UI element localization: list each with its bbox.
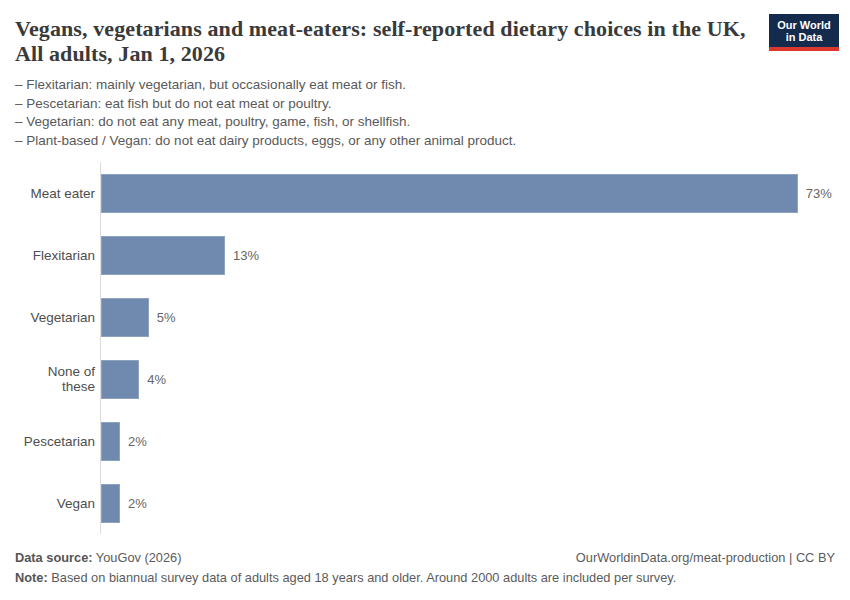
category-label: Flexitarian [15,248,95,263]
chart-row: Meat eater 73% [15,162,835,224]
subtitle-line-vegan: – Plant-based / Vegan: do not eat dairy … [15,132,835,151]
subtitle-line-pescetarian: – Pescetarian: eat fish but do not eat m… [15,95,835,114]
value-label: 2% [128,434,147,449]
subtitle-line-flexitarian: – Flexitarian: mainly vegetarian, but oc… [15,76,835,95]
chart-rows: Meat eater 73% Flexitarian 13% Vegetarian 5% N… [15,162,835,534]
note-value: Based on biannual survey data of adults … [48,570,677,585]
owid-logo-line2: in Data [773,31,835,43]
bar-track: 4% [100,348,835,410]
subtitle-line-vegetarian: – Vegetarian: do not eat any meat, poult… [15,113,835,132]
chart-footer: Data source: YouGov (2026) OurWorldinDat… [15,550,835,585]
bar-track: 2% [100,410,835,472]
bar[interactable] [101,236,225,275]
bar-track: 2% [100,472,835,534]
bar[interactable] [101,174,798,213]
bar-track: 5% [100,286,835,348]
chart-row: Pescetarian 2% [15,410,835,472]
bar[interactable] [101,484,120,523]
value-label: 4% [147,372,166,387]
category-label: None of these [15,364,95,394]
bar-chart: Meat eater 73% Flexitarian 13% Vegetarian 5% N… [15,162,835,534]
note-label: Note: [15,570,48,585]
data-source-label: Data source: [15,550,93,565]
chart-row: Vegan 2% [15,472,835,534]
page-title: Vegans, vegetarians and meat-eaters: sel… [15,16,750,66]
chart-note: Note: Based on biannual survey data of a… [15,570,835,585]
category-label: Meat eater [15,186,95,201]
owid-logo-line1: Our World [773,19,835,31]
data-source: Data source: YouGov (2026) [15,550,181,565]
bar[interactable] [101,422,120,461]
logo-red-strip [769,47,839,51]
bar-track: 13% [100,224,835,286]
chart-row: Vegetarian 5% [15,286,835,348]
value-label: 73% [806,186,832,201]
bar-track: 73% [100,162,835,224]
chart-row: Flexitarian 13% [15,224,835,286]
license-link[interactable]: OurWorldinData.org/meat-production | CC … [576,550,835,565]
category-label: Vegan [15,496,95,511]
category-label: Pescetarian [15,434,95,449]
data-source-value: YouGov (2026) [93,550,182,565]
value-label: 5% [157,310,176,325]
chart-subtitle: – Flexitarian: mainly vegetarian, but oc… [15,76,835,150]
owid-logo: Our World in Data [769,14,839,51]
bar[interactable] [101,298,149,337]
chart-page: Our World in Data Vegans, vegetarians an… [0,0,850,600]
category-label: Vegetarian [15,310,95,325]
chart-row: None of these 4% [15,348,835,410]
value-label: 2% [128,496,147,511]
owid-logo-box: Our World in Data [769,14,839,47]
value-label: 13% [233,248,259,263]
bar[interactable] [101,360,139,399]
